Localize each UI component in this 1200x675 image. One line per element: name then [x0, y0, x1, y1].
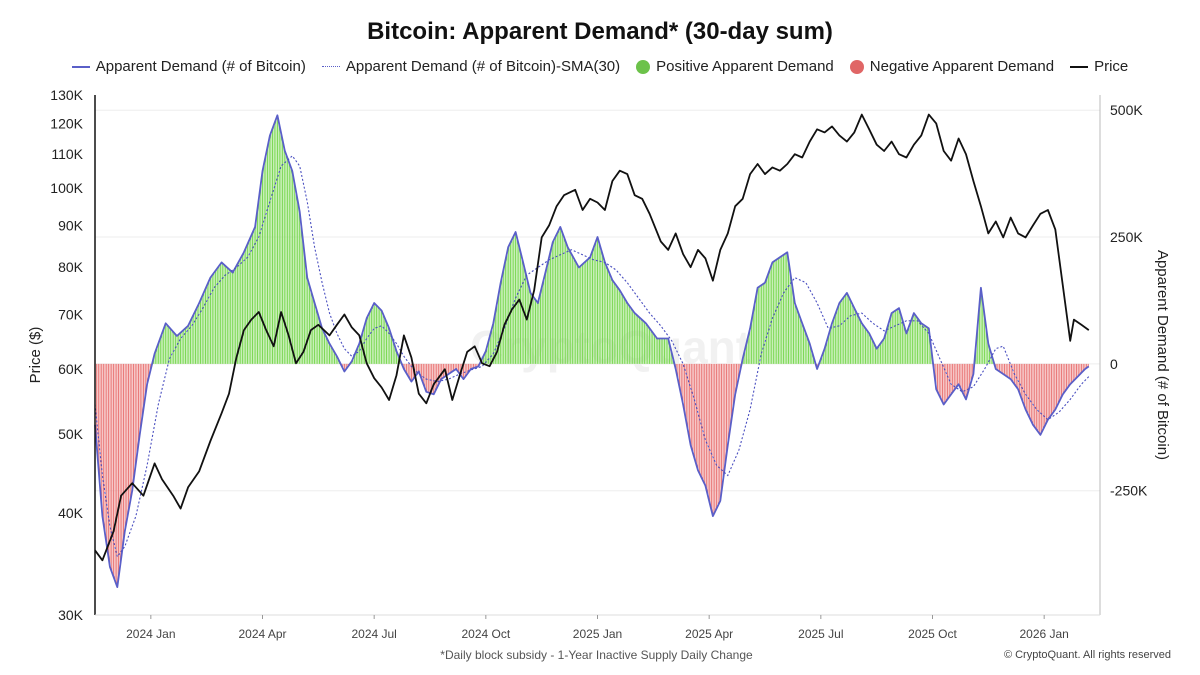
right-tick-label: -250K: [1110, 483, 1148, 499]
left-tick-label: 80K: [58, 259, 84, 275]
left-tick-label: 70K: [58, 307, 84, 323]
left-tick-label: 100K: [50, 180, 83, 196]
legend-label: Positive Apparent Demand: [656, 58, 834, 75]
copyright: © CryptoQuant. All rights reserved: [1003, 649, 1171, 661]
legend-swatch-black-line: [1070, 65, 1089, 68]
x-tick-label: 2024 Jul: [351, 627, 396, 641]
x-tick-label: 2026 Jan: [1019, 627, 1068, 641]
x-tick-label: 2025 Jul: [798, 627, 843, 641]
left-tick-label: 30K: [58, 607, 84, 623]
right-axis-label: Apparent Demand (# of Bitcoin): [1154, 250, 1171, 460]
left-tick-label: 60K: [58, 361, 84, 377]
demand-bars: [94, 116, 1089, 586]
x-tick-label: 2025 Oct: [908, 627, 957, 641]
legend-label: Negative Apparent Demand: [869, 58, 1055, 75]
apparent-demand-line: [94, 114, 1090, 588]
series-lines: [94, 113, 1090, 588]
footnote: *Daily block subsidy - 1-Year Inactive S…: [440, 648, 753, 662]
legend-label: Apparent Demand (# of Bitcoin): [95, 58, 306, 75]
legend-item-price[interactable]: Price: [1070, 58, 1128, 75]
left-axis-label: Price ($): [27, 327, 44, 384]
x-tick-label: 2024 Oct: [461, 627, 510, 641]
x-tick-label: 2025 Jan: [573, 627, 622, 641]
left-tick-label: 40K: [58, 505, 84, 521]
tick-labels: 30K 40K 50K 60K 70K 80K 90K 100K 110K 120K 130K 500…: [50, 87, 1148, 641]
legend-swatch-green-circle: [636, 59, 651, 74]
legend-swatch-line: [71, 65, 90, 68]
legend-item-sma[interactable]: Apparent Demand (# of Bitcoin)-SMA(30): [321, 58, 621, 75]
x-tick-label: 2024 Apr: [238, 627, 286, 641]
left-tick-label: 50K: [58, 426, 84, 442]
legend-swatch-red-circle: [849, 59, 864, 74]
legend-label: Apparent Demand (# of Bitcoin)-SMA(30): [345, 58, 621, 75]
legend-swatch-dotted: [321, 66, 340, 67]
right-tick-label: 250K: [1110, 229, 1143, 245]
legend-item-negative[interactable]: Negative Apparent Demand: [849, 58, 1055, 75]
chart-title: Bitcoin: Apparent Demand* (30-day sum): [367, 18, 833, 45]
legend-label: Price: [1094, 58, 1129, 75]
right-tick-label: 0: [1110, 356, 1118, 372]
left-tick-label: 130K: [50, 87, 83, 103]
right-tick-label: 500K: [1110, 102, 1143, 118]
x-tick-label: 2025 Apr: [685, 627, 733, 641]
legend: Apparent Demand (# of Bitcoin) Apparent …: [0, 58, 1200, 75]
legend-item-positive[interactable]: Positive Apparent Demand: [636, 58, 834, 75]
left-tick-label: 120K: [50, 115, 83, 131]
left-tick-label: 110K: [51, 146, 83, 162]
price-line: [94, 113, 1090, 562]
left-tick-label: 90K: [58, 217, 84, 233]
legend-item-apparent-demand[interactable]: Apparent Demand (# of Bitcoin): [71, 58, 306, 75]
x-tick-label: 2024 Jan: [126, 627, 175, 641]
